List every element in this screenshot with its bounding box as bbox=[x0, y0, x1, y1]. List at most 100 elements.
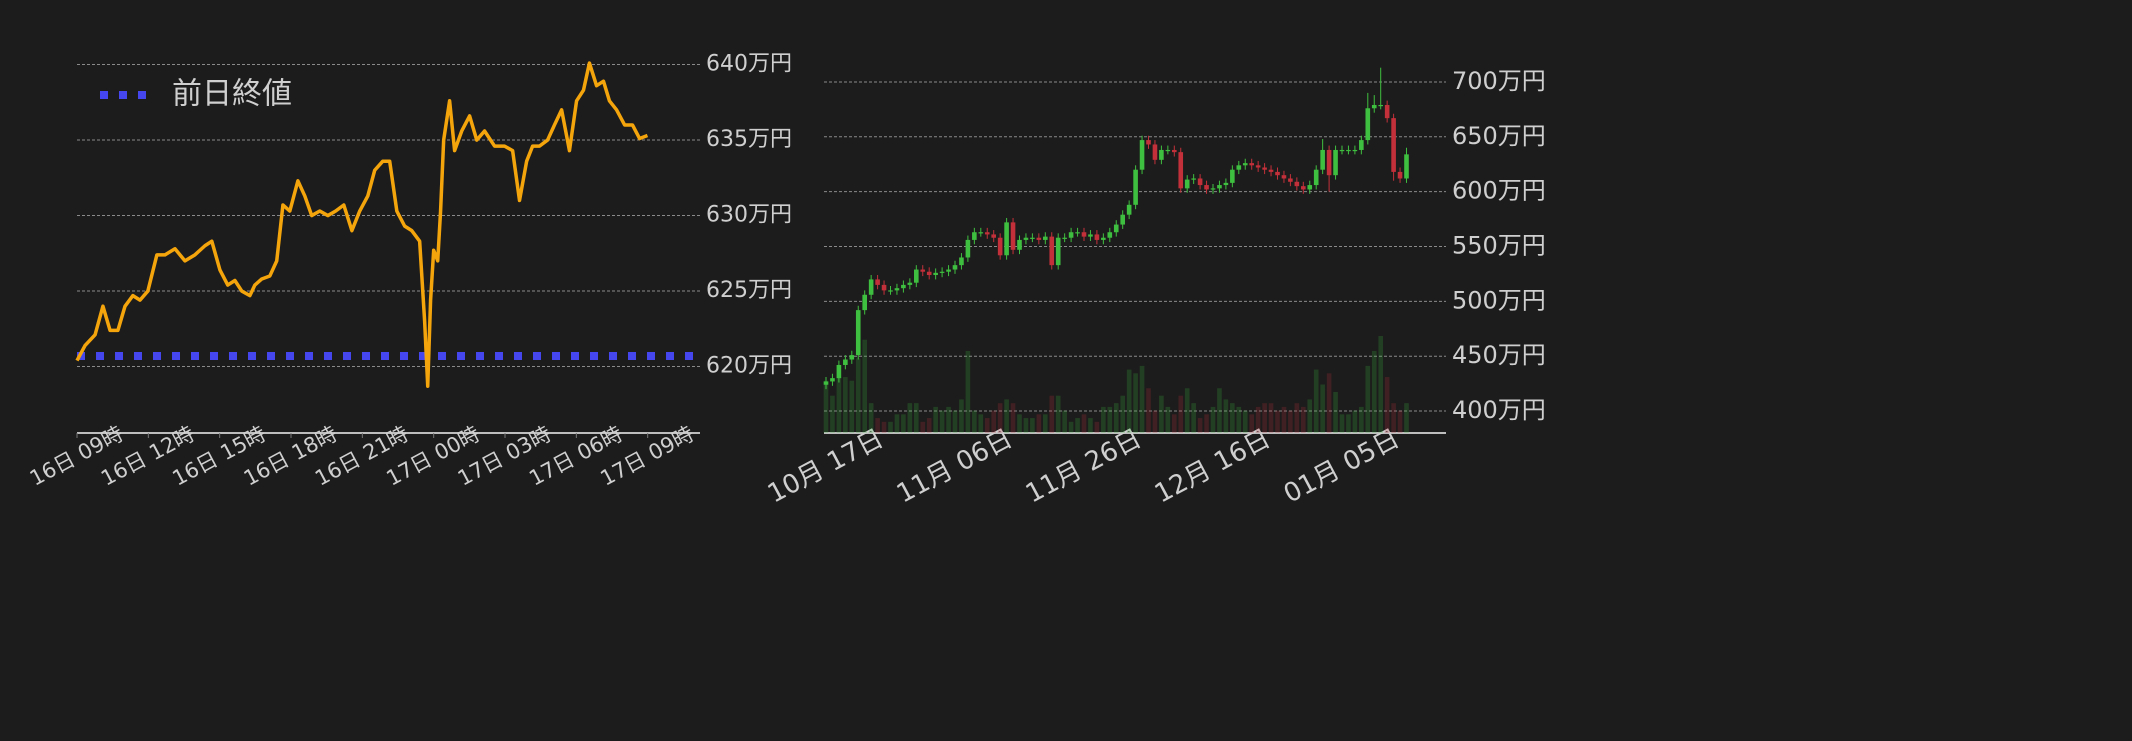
volume-bar bbox=[1346, 414, 1351, 433]
volume-bar bbox=[1165, 406, 1171, 433]
x-tick-label: 10月 17日 bbox=[763, 424, 889, 510]
candle-body bbox=[1359, 140, 1364, 150]
y-tick-label: 550万円 bbox=[1452, 232, 1546, 260]
volume-bar bbox=[978, 414, 984, 433]
candle-body bbox=[1352, 149, 1358, 152]
candle-body bbox=[1301, 186, 1306, 190]
candle-body bbox=[952, 265, 958, 270]
candle-body bbox=[997, 237, 1003, 256]
candle-body bbox=[959, 257, 964, 266]
volume-bar bbox=[1062, 410, 1067, 433]
candle-body bbox=[855, 310, 861, 356]
volume-bar bbox=[1281, 406, 1287, 433]
candle-body bbox=[984, 232, 990, 235]
candle-body bbox=[901, 284, 906, 289]
volume-bar bbox=[972, 410, 977, 433]
y-tick-label: 400万円 bbox=[1452, 396, 1546, 424]
candle-body bbox=[907, 282, 913, 285]
candle-body bbox=[1165, 149, 1171, 152]
volume-bar bbox=[984, 418, 990, 433]
volume-bar bbox=[849, 380, 855, 433]
volume-bar bbox=[1030, 418, 1035, 433]
volume-bar bbox=[1262, 403, 1267, 433]
volume-bar bbox=[1043, 414, 1048, 433]
candle-body bbox=[1023, 237, 1029, 240]
candle-body bbox=[1043, 236, 1048, 240]
candle-body bbox=[894, 288, 900, 291]
volume-bar bbox=[1326, 373, 1332, 433]
volume-bar bbox=[1120, 395, 1125, 433]
volume-bar bbox=[952, 410, 958, 433]
volume-bar bbox=[1249, 414, 1254, 433]
candle-body bbox=[1365, 108, 1371, 141]
candle-body bbox=[823, 381, 829, 385]
volume-bar bbox=[1113, 403, 1119, 433]
candle-body bbox=[1242, 163, 1248, 166]
volume-bar bbox=[1068, 421, 1074, 433]
candle-body bbox=[1068, 232, 1074, 238]
candle-body bbox=[1139, 140, 1145, 170]
volume-bar bbox=[1101, 406, 1106, 433]
volume-bar bbox=[1049, 395, 1055, 433]
volume-bar bbox=[1081, 414, 1087, 433]
volume-bar bbox=[1320, 384, 1325, 433]
volume-bar bbox=[1255, 406, 1261, 433]
volume-bar bbox=[991, 410, 996, 433]
legend-label: 前日終値 bbox=[172, 77, 292, 112]
candle-body bbox=[946, 269, 951, 272]
volume-bar bbox=[1217, 388, 1222, 433]
candle-body bbox=[888, 290, 893, 292]
candle-body bbox=[1191, 178, 1196, 180]
candle-body bbox=[1036, 237, 1042, 240]
volume-bar bbox=[926, 418, 932, 433]
volume-bar bbox=[1178, 395, 1184, 433]
candle-body bbox=[1397, 171, 1403, 179]
volume-bar bbox=[1236, 406, 1242, 433]
candle-body bbox=[926, 271, 932, 276]
candle-body bbox=[1281, 175, 1287, 179]
volume-bar bbox=[875, 418, 880, 433]
y-tick-label: 635万円 bbox=[706, 127, 792, 152]
candle-body bbox=[1030, 237, 1035, 239]
volume-bar bbox=[914, 403, 919, 433]
volume-bar bbox=[1197, 418, 1203, 433]
candle-body bbox=[1017, 239, 1022, 250]
volume-bar bbox=[1404, 403, 1409, 433]
candle-body bbox=[1146, 140, 1151, 145]
volume-bar bbox=[888, 421, 893, 433]
candle-body bbox=[1049, 236, 1055, 266]
volume-bar bbox=[939, 410, 945, 433]
y-tick-label: 650万円 bbox=[1452, 122, 1546, 150]
candle-body bbox=[875, 279, 880, 285]
candle-body bbox=[1230, 169, 1235, 183]
candle-body bbox=[965, 239, 971, 258]
candle-body bbox=[1255, 165, 1261, 168]
volume-bar bbox=[1107, 406, 1113, 433]
candle-body bbox=[1217, 185, 1222, 189]
candle-body bbox=[849, 355, 855, 360]
candle-body bbox=[1113, 224, 1119, 233]
candle-body bbox=[1152, 144, 1158, 160]
candle-body bbox=[1249, 163, 1254, 166]
candle-body bbox=[843, 359, 848, 365]
candle-body bbox=[1133, 169, 1138, 205]
volume-bar bbox=[920, 421, 926, 433]
candle-body bbox=[1275, 171, 1280, 176]
volume-bar bbox=[1371, 350, 1377, 433]
candle-body bbox=[978, 232, 984, 234]
candle-body bbox=[1055, 237, 1061, 266]
candle-body bbox=[1223, 182, 1229, 186]
volume-bar bbox=[823, 380, 829, 433]
volume-bar bbox=[1307, 399, 1313, 433]
candle-body bbox=[972, 232, 977, 240]
candle-body bbox=[1081, 232, 1087, 237]
volume-bar bbox=[1152, 410, 1158, 433]
volume-bar bbox=[1359, 406, 1364, 433]
volume-bar bbox=[1301, 406, 1306, 433]
volume-bar bbox=[1184, 388, 1190, 433]
volume-bar bbox=[830, 395, 835, 433]
volume-bar bbox=[1004, 399, 1009, 433]
volume-bar bbox=[881, 421, 887, 433]
candle-body bbox=[1088, 234, 1093, 237]
volume-bar bbox=[1230, 403, 1235, 433]
